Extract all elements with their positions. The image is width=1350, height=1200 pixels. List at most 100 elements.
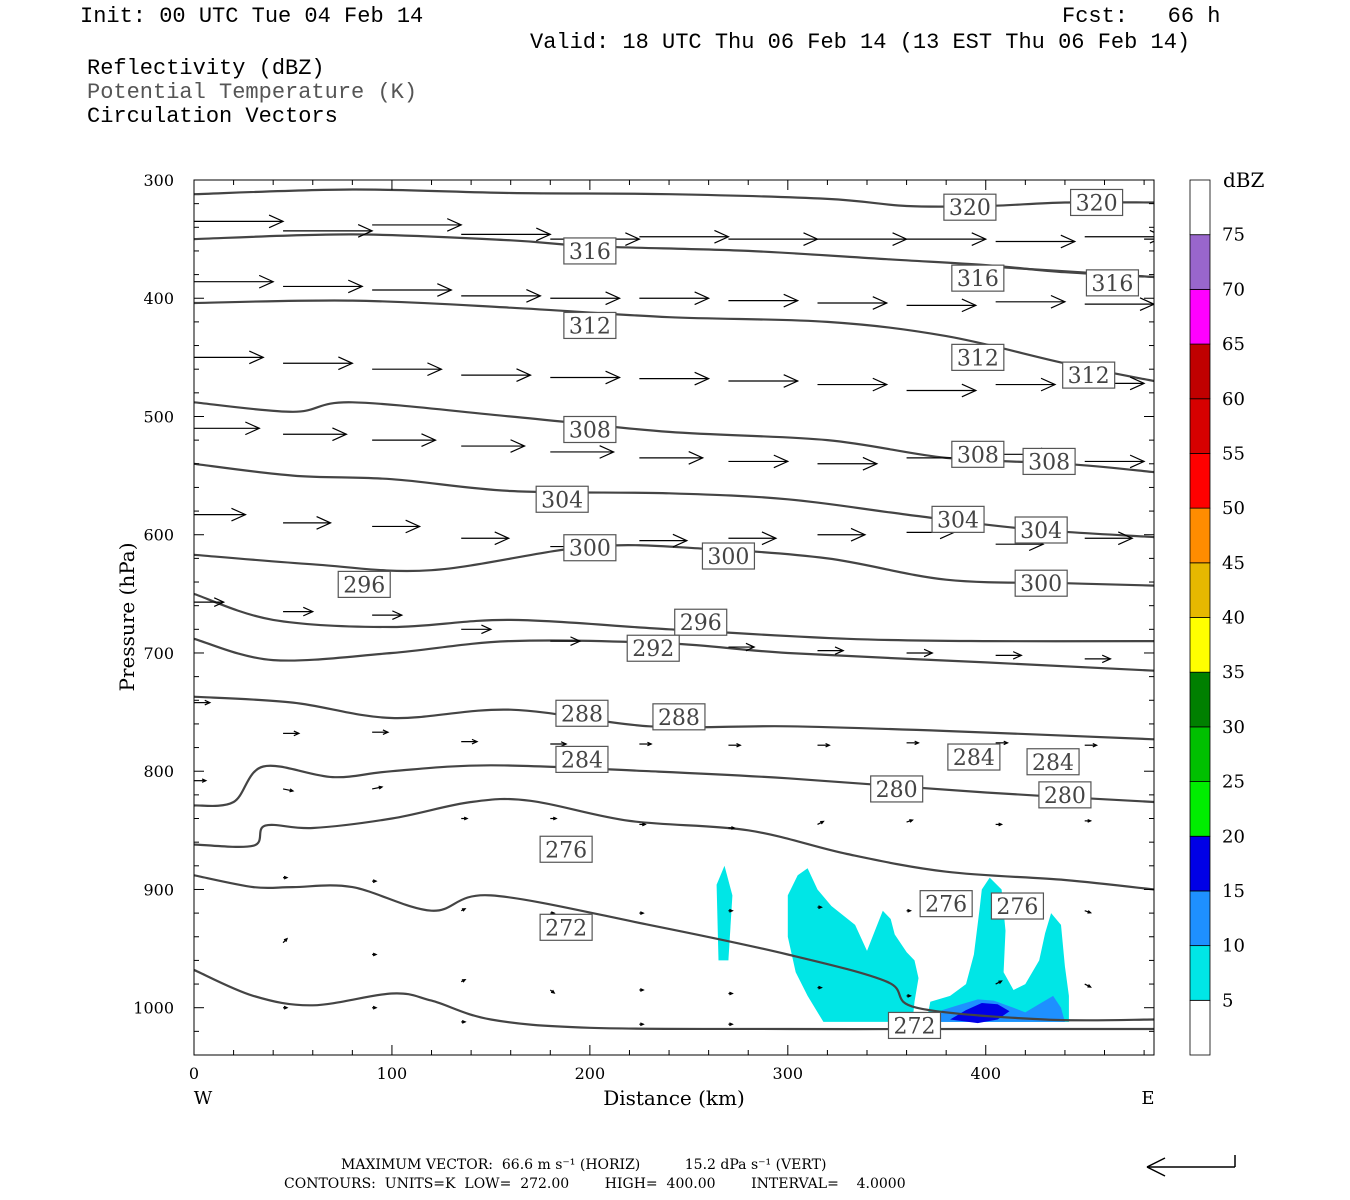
field-potential-temperature: Potential Temperature (K) — [87, 80, 418, 105]
circulation-vector — [283, 875, 289, 880]
circulation-vector — [550, 291, 622, 306]
circulation-vector — [550, 741, 568, 747]
colorbar-level-label: 45 — [1222, 553, 1245, 574]
contour-label-box — [951, 343, 1005, 371]
contour-label-296: 296 — [337, 570, 391, 598]
vector-head — [640, 911, 645, 916]
circulation-vector — [460, 979, 467, 983]
vector-head — [332, 427, 348, 442]
reflectivity-region-5dbz — [787, 868, 919, 1022]
vector-head — [818, 905, 823, 910]
circulation-vector — [283, 516, 333, 530]
circulation-vector — [1084, 654, 1112, 664]
vector-head — [872, 377, 889, 392]
vector-head — [348, 279, 364, 294]
contour-label-304: 304 — [931, 505, 985, 533]
circulation-vector — [461, 368, 532, 382]
circulation-vector — [817, 296, 889, 310]
contour-label-box — [1085, 269, 1140, 297]
circulation-vector — [194, 507, 247, 522]
contour-label-text: 288 — [561, 702, 603, 727]
circulation-vector — [817, 646, 845, 655]
vector-head — [268, 214, 285, 229]
circulation-vector — [728, 826, 736, 830]
contour-label-text: 312 — [569, 314, 611, 339]
vector-head — [850, 527, 867, 542]
circulation-vector — [906, 908, 912, 913]
vector-head — [283, 875, 289, 880]
vector-head — [570, 636, 582, 646]
colorbar-level-label: 50 — [1222, 498, 1245, 519]
circulation-vector — [461, 624, 493, 635]
contour-label-box — [887, 1011, 942, 1040]
circulation-vector — [460, 908, 467, 912]
vector-head — [446, 218, 463, 232]
vector-head — [714, 229, 730, 244]
reflectivity-region-5dbz — [716, 865, 733, 961]
circulation-vector — [1084, 229, 1154, 244]
circulation-vector — [372, 879, 378, 884]
vector-head — [372, 879, 378, 884]
contour-label-text: 284 — [953, 746, 995, 771]
contour-label-text: 280 — [1044, 784, 1086, 809]
vector-head — [461, 1019, 467, 1024]
vector-head — [283, 937, 289, 942]
contour-label-box — [539, 913, 593, 941]
circulation-vector — [194, 214, 285, 229]
vector-head — [338, 356, 354, 371]
contour-label-text: 304 — [541, 488, 583, 513]
circulation-vector — [194, 699, 212, 706]
vector-head — [481, 624, 493, 635]
plot-frame — [193, 179, 1155, 1056]
y-tick-label: 400 — [143, 289, 174, 308]
circulation-vector — [728, 293, 800, 308]
contour-label-312: 312 — [563, 311, 617, 339]
vector-head — [392, 610, 404, 620]
vector-head — [729, 991, 734, 996]
vector-head — [907, 908, 912, 913]
vector-head — [1129, 454, 1146, 469]
circulation-vector — [1084, 910, 1093, 914]
y-tick-label: 900 — [143, 880, 174, 899]
vector-head — [923, 648, 934, 658]
y-tick-label: 600 — [143, 526, 174, 545]
contour-label-box — [535, 485, 589, 513]
vector-head — [773, 454, 790, 469]
vector-head — [461, 908, 467, 912]
circulation-vector — [461, 227, 552, 242]
vector-head — [471, 738, 479, 745]
theta-contour-272 — [194, 968, 1154, 1031]
reflectivity-region-15dbz — [950, 1003, 1010, 1024]
vector-head — [640, 1022, 645, 1027]
vector-head — [998, 980, 1003, 984]
circulation-vector — [728, 374, 800, 388]
vector-head — [1060, 234, 1077, 249]
vector-head — [605, 291, 622, 306]
circulation-vector — [1084, 742, 1099, 748]
vector-head — [405, 519, 422, 534]
theta-contour-320 — [194, 188, 1154, 208]
circulation-vector — [995, 651, 1023, 660]
vector-head — [526, 289, 542, 303]
contour-label-text: 296 — [680, 611, 722, 636]
circulation-vector — [461, 816, 469, 821]
circulation-vector — [995, 980, 1003, 985]
vector-head — [283, 1005, 289, 1010]
vector-head — [204, 699, 212, 706]
circulation-vector — [550, 636, 582, 646]
contour-label-box — [990, 892, 1045, 920]
reference-vector-arrow — [1146, 1155, 1236, 1177]
x-tick-label: 300 — [773, 1064, 804, 1083]
y-tick-label: 500 — [143, 407, 174, 426]
circulation-vector — [728, 531, 778, 546]
vector-head — [421, 433, 437, 447]
vector-head — [672, 533, 689, 548]
contour-label-box — [1014, 516, 1068, 544]
circulation-vector — [817, 985, 823, 990]
vector-head — [461, 979, 467, 983]
contour-label-box — [919, 890, 973, 918]
contour-label-box — [947, 743, 1001, 771]
contour-label-300: 300 — [563, 534, 617, 562]
x-tick-label: 0 — [189, 1064, 199, 1083]
circulation-vector — [461, 289, 542, 303]
